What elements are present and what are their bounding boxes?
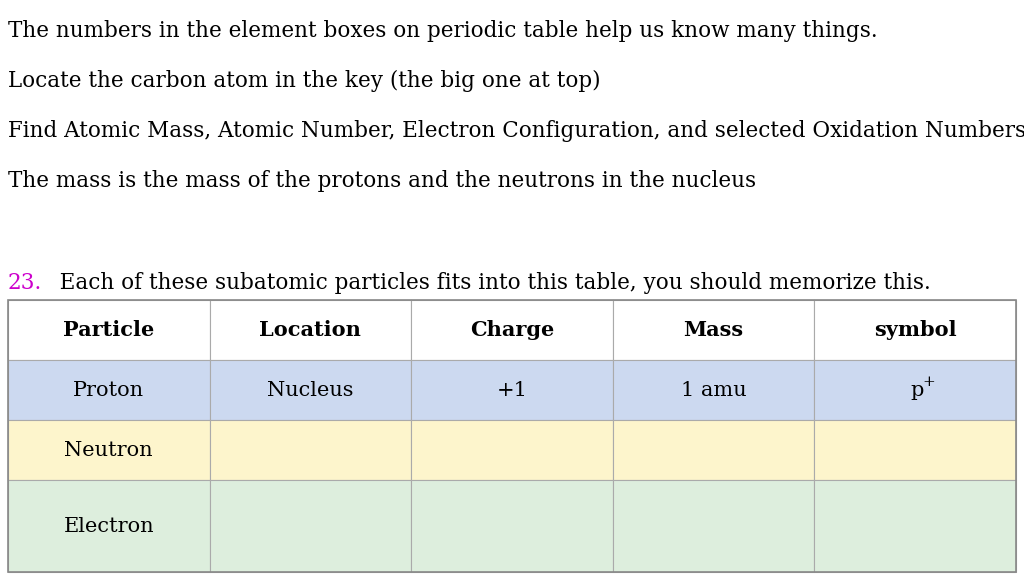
Bar xyxy=(612,480,814,572)
Bar xyxy=(814,480,1016,572)
Bar xyxy=(814,360,1016,420)
Bar xyxy=(8,420,210,480)
Bar xyxy=(412,360,612,420)
Text: Locate the carbon atom in the key (the big one at top): Locate the carbon atom in the key (the b… xyxy=(8,70,601,92)
Bar xyxy=(8,300,210,360)
Text: Nucleus: Nucleus xyxy=(267,381,353,400)
Text: Location: Location xyxy=(259,320,361,340)
Bar xyxy=(8,360,210,420)
Text: Particle: Particle xyxy=(63,320,155,340)
Bar xyxy=(8,480,210,572)
Bar xyxy=(814,300,1016,360)
Text: 23.: 23. xyxy=(8,272,42,294)
Bar xyxy=(814,420,1016,480)
Text: Charge: Charge xyxy=(470,320,554,340)
Bar xyxy=(210,300,412,360)
Text: The numbers in the element boxes on periodic table help us know many things.: The numbers in the element boxes on peri… xyxy=(8,20,878,42)
Bar xyxy=(612,360,814,420)
Text: 1 amu: 1 amu xyxy=(681,381,746,400)
Bar xyxy=(612,300,814,360)
Text: Each of these subatomic particles fits into this table, you should memorize this: Each of these subatomic particles fits i… xyxy=(46,272,931,294)
Bar xyxy=(612,420,814,480)
Text: Proton: Proton xyxy=(74,381,144,400)
Bar xyxy=(412,420,612,480)
Bar xyxy=(210,420,412,480)
Text: The mass is the mass of the protons and the neutrons in the nucleus: The mass is the mass of the protons and … xyxy=(8,170,756,192)
Text: Mass: Mass xyxy=(684,320,743,340)
Bar xyxy=(210,480,412,572)
Text: symbol: symbol xyxy=(873,320,956,340)
Text: Neutron: Neutron xyxy=(65,441,154,460)
Text: +1: +1 xyxy=(497,381,527,400)
Bar xyxy=(210,360,412,420)
Text: Find Atomic Mass, Atomic Number, Electron Configuration, and selected Oxidation : Find Atomic Mass, Atomic Number, Electro… xyxy=(8,120,1024,142)
Text: p: p xyxy=(910,381,924,400)
Text: Electron: Electron xyxy=(63,517,155,536)
Bar xyxy=(8,300,1016,572)
Bar xyxy=(412,300,612,360)
Text: +: + xyxy=(923,375,936,389)
Bar xyxy=(412,480,612,572)
